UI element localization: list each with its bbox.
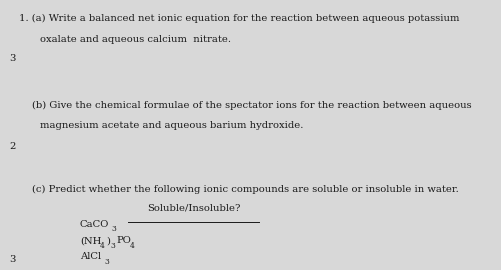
Text: CaCO: CaCO — [80, 220, 109, 229]
Text: 3: 3 — [104, 258, 109, 266]
Text: 3: 3 — [9, 255, 16, 264]
Text: 3: 3 — [110, 242, 115, 250]
Text: 4: 4 — [130, 242, 134, 250]
Text: magnesium acetate and aqueous barium hydroxide.: magnesium acetate and aqueous barium hyd… — [40, 122, 303, 130]
Text: (b) Give the chemical formulae of the spectator ions for the reaction between aq: (b) Give the chemical formulae of the sp… — [32, 101, 471, 110]
Text: 3: 3 — [112, 225, 117, 234]
Text: Soluble/Insoluble?: Soluble/Insoluble? — [147, 204, 240, 213]
Text: oxalate and aqueous calcium  nitrate.: oxalate and aqueous calcium nitrate. — [40, 35, 231, 44]
Text: 4: 4 — [100, 242, 105, 250]
Text: ): ) — [106, 236, 110, 245]
Text: (NH: (NH — [80, 236, 101, 245]
Text: 1. (a) Write a balanced net ionic equation for the reaction between aqueous pota: 1. (a) Write a balanced net ionic equati… — [19, 14, 459, 23]
Text: 2: 2 — [9, 142, 16, 151]
Text: AlCl: AlCl — [80, 252, 101, 261]
Text: (c) Predict whether the following ionic compounds are soluble or insoluble in wa: (c) Predict whether the following ionic … — [32, 185, 458, 194]
Text: 3: 3 — [9, 54, 16, 63]
Text: PO: PO — [116, 236, 131, 245]
